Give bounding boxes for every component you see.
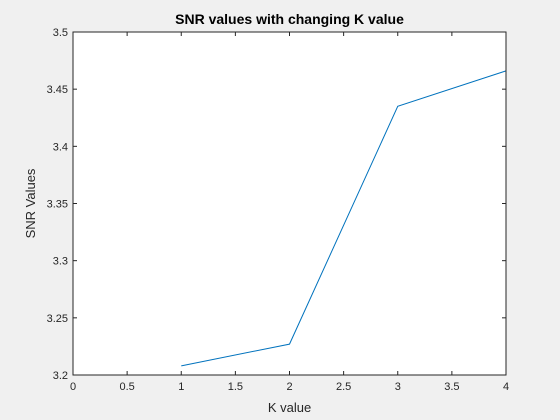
y-tick-label: 3.45: [47, 84, 68, 96]
y-tick-label: 3.3: [53, 256, 68, 268]
y-tick-label: 3.4: [53, 141, 68, 153]
x-tick-label: 1.5: [228, 381, 243, 393]
x-tick-label: 2: [286, 381, 292, 393]
y-tick-label: 3.35: [47, 199, 68, 211]
y-axis-label: SNR Values: [23, 168, 38, 238]
series-layer: [181, 70, 507, 367]
chart-title: SNR values with changing K value: [175, 11, 404, 27]
y-tick-label: 3.2: [53, 370, 68, 382]
x-axis-label: K value: [268, 400, 311, 415]
x-tick-label: 0: [70, 381, 76, 393]
series-line-0: [181, 70, 507, 367]
x-tick-label: 3: [395, 381, 401, 393]
x-tick-label: 0.5: [119, 381, 134, 393]
x-tick-label: 1: [178, 381, 184, 393]
axes-box: [72, 31, 507, 376]
y-tick-label: 3.25: [47, 313, 68, 325]
x-tick-label: 4: [503, 381, 509, 393]
ticks-layer: 0 0.5 1 1.5 2 2.5 3 3.5 4 3.2 3.25 3.3 3.35 3.4 3.45 3.…: [47, 27, 509, 393]
plot-area: [73, 32, 506, 375]
x-tick-label: 3.5: [444, 381, 459, 393]
x-tick-label: 2.5: [336, 381, 351, 393]
y-tick-label: 3.5: [53, 27, 68, 39]
